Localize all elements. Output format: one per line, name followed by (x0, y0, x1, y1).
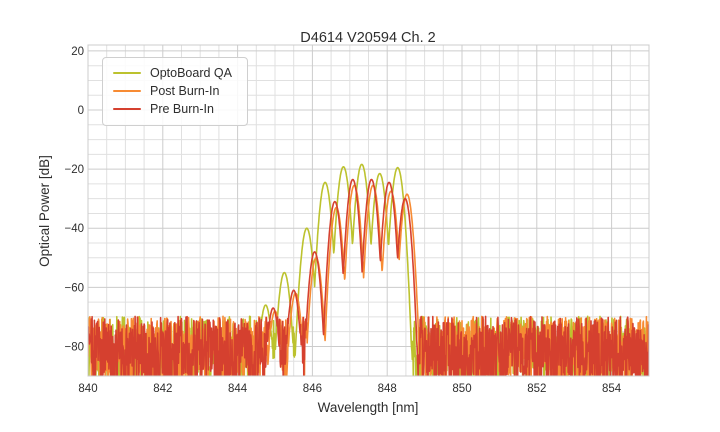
y-axis-label: Optical Power [dB] (37, 155, 52, 267)
legend-line-icon (113, 89, 141, 93)
y-tick-label: 20 (71, 46, 84, 58)
legend-item-pre-burn-in: Pre Burn-In (113, 100, 239, 118)
x-tick-label: 842 (153, 383, 172, 395)
y-tick-labels: 20 0 −20 −40 −60 −80 (64, 46, 84, 354)
traces (88, 163, 649, 376)
legend-item-optoboard-qa: OptoBoard QA (113, 64, 239, 82)
x-tick-label: 850 (452, 383, 471, 395)
legend-line-icon (113, 107, 141, 111)
legend-label: Post Burn-In (150, 84, 220, 98)
x-tick-label: 840 (78, 383, 97, 395)
y-tick-label: −60 (64, 282, 84, 294)
legend-line-icon (113, 71, 141, 75)
legend-label: OptoBoard QA (150, 66, 232, 80)
legend-label: Pre Burn-In (150, 102, 214, 116)
x-tick-labels: 840 842 844 846 848 850 852 854 (78, 383, 621, 395)
x-axis-label: Wavelength [nm] (318, 400, 419, 415)
legend: OptoBoard QA Post Burn-In Pre Burn-In (102, 57, 248, 126)
x-tick-label: 854 (602, 383, 622, 395)
chart-title: D4614 V20594 Ch. 2 (300, 30, 435, 46)
x-tick-label: 852 (527, 383, 546, 395)
trace-pre-burn-in (88, 178, 649, 376)
plot-frame (87, 44, 650, 377)
x-tick-label: 846 (303, 383, 322, 395)
legend-item-post-burn-in: Post Burn-In (113, 82, 239, 100)
y-tick-label: −20 (64, 164, 84, 176)
x-tick-label: 844 (228, 383, 248, 395)
y-tick-label: −40 (64, 223, 84, 235)
x-tick-label: 848 (378, 383, 397, 395)
y-tick-label: 0 (78, 105, 84, 117)
y-tick-label: −80 (64, 341, 84, 353)
